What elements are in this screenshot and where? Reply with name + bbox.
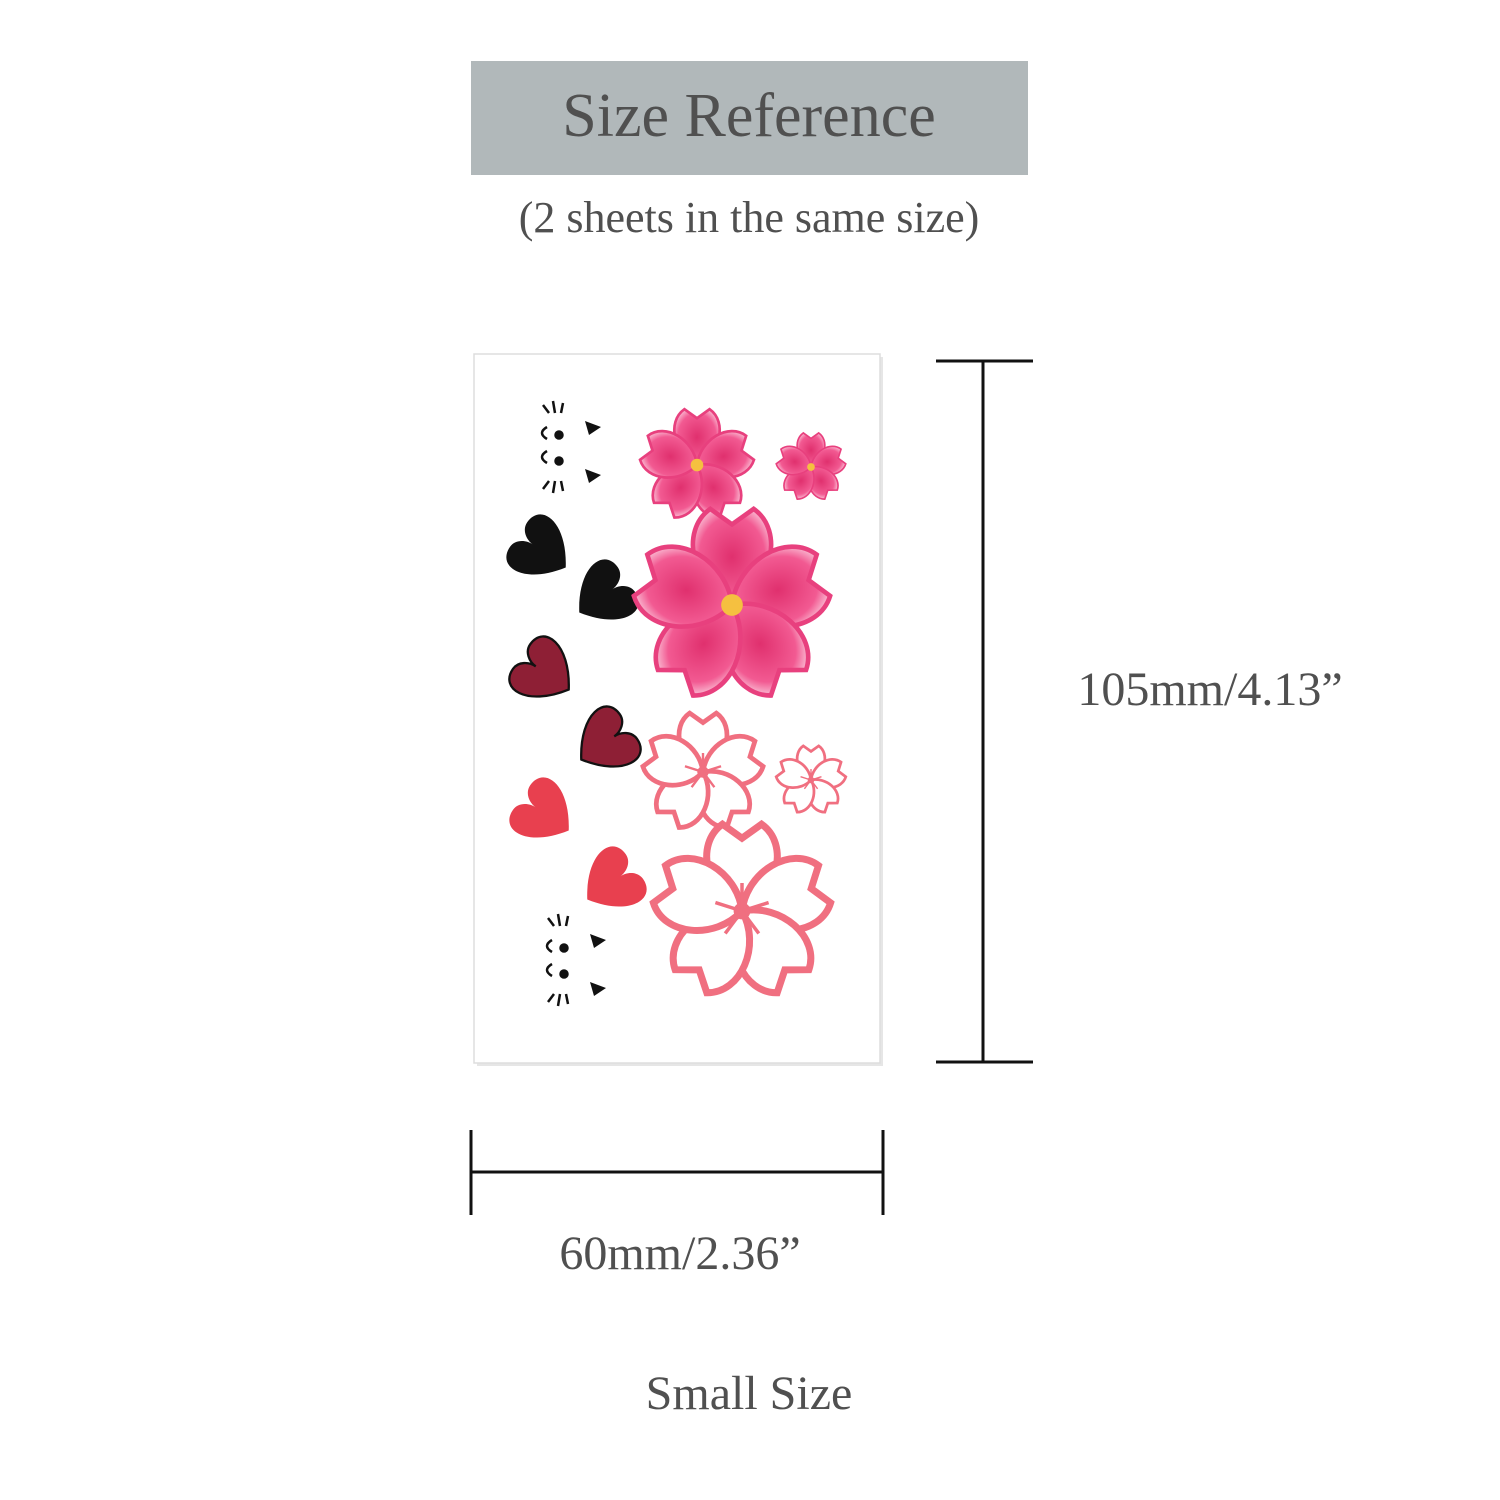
title: Size Reference bbox=[562, 82, 935, 150]
subtitle: (2 sheets in the same size) bbox=[519, 193, 980, 242]
width-label: 60mm/2.36” bbox=[559, 1227, 800, 1280]
tattoo-sheet bbox=[473, 353, 883, 1066]
height-label: 105mm/4.13” bbox=[1077, 663, 1342, 716]
title-banner bbox=[471, 61, 1028, 175]
width-dimension-line bbox=[469, 1130, 885, 1215]
footer: Small Size bbox=[646, 1367, 853, 1420]
height-dimension-line bbox=[936, 359, 1033, 1064]
